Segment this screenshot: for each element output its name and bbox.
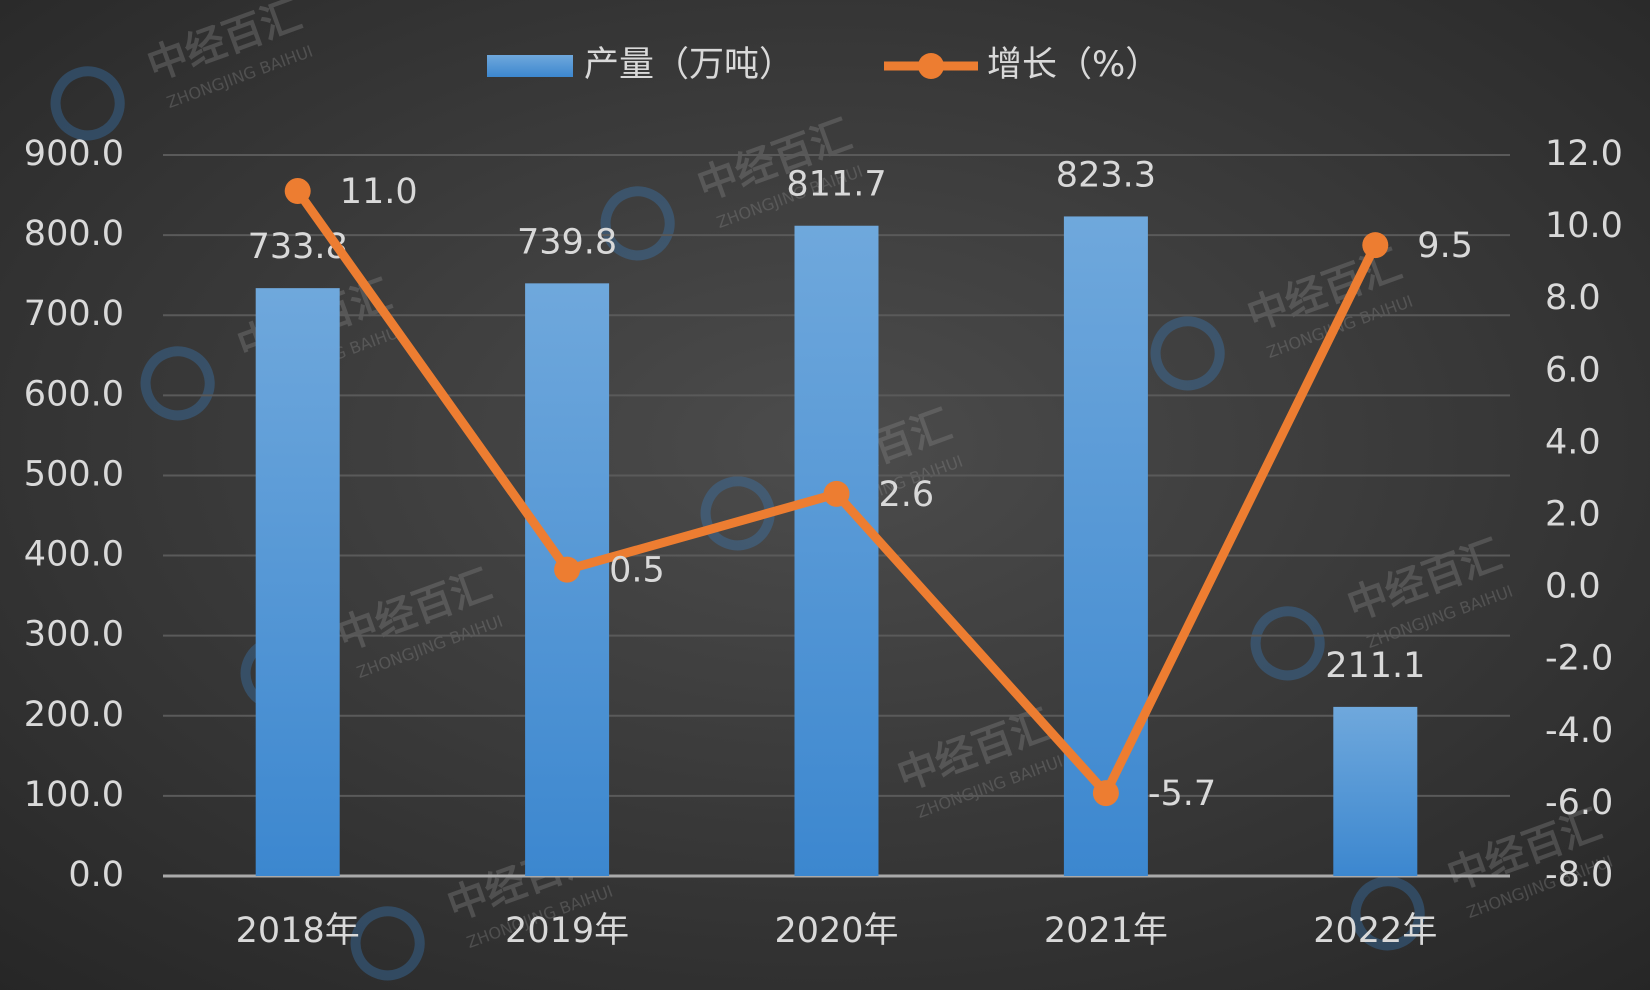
y-tick-label: 800.0 [24,214,124,254]
data-label: 811.7 [786,165,886,205]
watermark-logo [140,346,215,421]
bar [1063,216,1148,877]
legend-label: 增长（%） [987,45,1160,85]
y2-tick-label: 2.0 [1545,495,1601,535]
y-tick-label: 400.0 [24,535,124,575]
line-marker [823,480,850,507]
y2-tick-label: 6.0 [1545,350,1601,390]
y2-tick-label: 12.0 [1545,134,1623,174]
y-tick-label: 900.0 [24,134,124,174]
legend-marker [918,53,944,79]
x-tick-label: 2021年 [1044,911,1168,951]
watermark-logo [700,476,775,551]
data-label: -5.7 [1148,774,1216,814]
line-marker [554,556,581,583]
y-tick-label: 700.0 [24,294,124,334]
data-label: 823.3 [1056,155,1156,195]
bar [1333,706,1418,876]
data-label: 11.0 [340,172,418,212]
y2-tick-label: -4.0 [1545,711,1613,751]
y-tick-label: 300.0 [24,615,124,655]
y2-tick-label: 10.0 [1545,206,1623,246]
x-tick-label: 2022年 [1313,911,1437,951]
legend-label: 产量（万吨） [584,45,794,85]
bar [255,288,340,876]
data-label: 2.6 [879,475,935,515]
plot: 0.0 100.0 200.0 300.0 400.0 500.0 600.0 700.0 80… [24,45,1623,951]
watermark-logo [1150,316,1225,391]
x-tick-label: 2019年 [505,911,629,951]
y-tick-label: 600.0 [24,374,124,414]
bar [794,225,879,877]
y2-tick-label: 0.0 [1545,567,1601,607]
x-tick-label: 2018年 [236,911,360,951]
y2-tick-label: -8.0 [1545,855,1613,895]
y2-tick-label: -6.0 [1545,783,1613,823]
y-tick-label: 100.0 [24,775,124,815]
watermark-logo [1350,876,1425,951]
y2-tick-label: -2.0 [1545,639,1613,679]
x-tick-label: 2020年 [774,911,898,951]
watermark-logo [50,66,125,141]
y2-tick-label: 4.0 [1545,422,1601,462]
y-tick-label: 200.0 [24,695,124,735]
y-tick-label: 0.0 [68,855,124,895]
data-label: 9.5 [1417,226,1473,266]
data-label: 739.8 [517,222,617,262]
data-label: 0.5 [609,551,665,591]
y-tick-label: 500.0 [24,454,124,494]
y2-tick-label: 8.0 [1545,278,1601,318]
legend-swatch [487,55,573,77]
line-marker [284,178,311,205]
watermark-logo [350,906,425,981]
line-marker [1092,780,1119,807]
watermark-logo [1250,606,1325,681]
data-label: 211.1 [1325,646,1425,686]
line-marker [1362,232,1389,259]
